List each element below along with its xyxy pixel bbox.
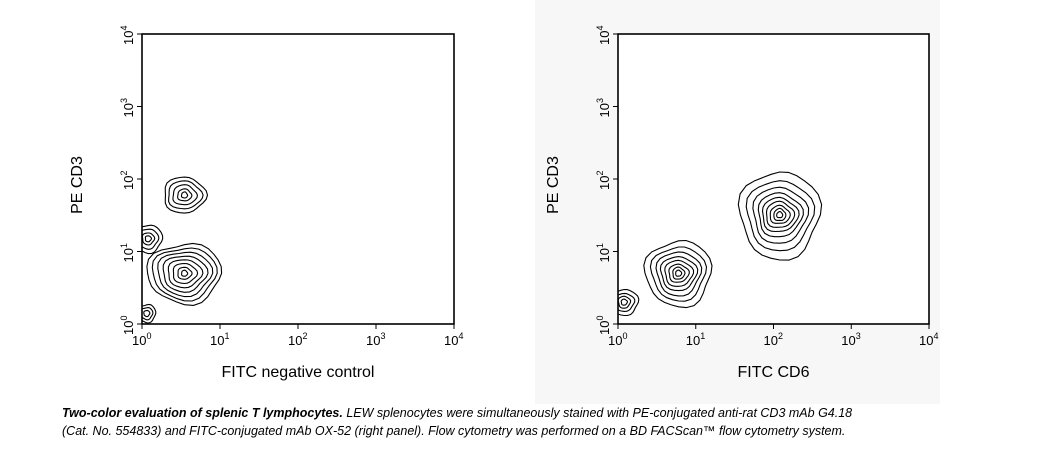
contour-line [142, 228, 160, 250]
caption-bold: Two-color evaluation of splenic T lympho… [62, 406, 343, 420]
contour-line [146, 242, 223, 306]
y-tick-label: 100 [119, 316, 136, 335]
y-tick-label: 100 [595, 316, 612, 335]
x-tick-label: 104 [444, 331, 463, 348]
contour-line [618, 288, 640, 317]
contour-line [769, 204, 791, 224]
x-tick-label: 101 [210, 331, 229, 348]
y-tick-label: 101 [595, 243, 612, 262]
contour-line [773, 207, 787, 221]
contour-line [643, 239, 713, 309]
x-tick-label: 103 [841, 331, 860, 348]
contour-line [177, 266, 193, 280]
contour-line [172, 184, 198, 206]
caption-text: LEW splenocytes were simultaneously stai… [62, 406, 853, 438]
plot-frame-2 [617, 33, 930, 325]
contour-line [620, 298, 628, 306]
y-axis-title: PE CD3 [69, 156, 86, 214]
y-tick-label: 103 [119, 98, 136, 117]
contour-line [144, 235, 153, 243]
y-tick-label: 102 [119, 171, 136, 190]
contour-line [761, 196, 800, 233]
contour-line [143, 309, 151, 318]
x-tick-label: 101 [686, 331, 705, 348]
x-tick-label: 100 [132, 331, 151, 348]
contour-line [181, 269, 189, 277]
contour-line [177, 188, 193, 202]
x-tick-label: 102 [764, 331, 783, 348]
contour-line [745, 180, 816, 252]
contour-line [162, 255, 209, 293]
contour-line [668, 263, 690, 283]
contour-line [675, 269, 683, 277]
x-axis-title: FITC negative control [222, 364, 375, 381]
contour-line [655, 251, 703, 297]
contour-line [672, 266, 686, 280]
contour-line [659, 256, 699, 292]
contour-line [776, 211, 784, 219]
contour-line [151, 247, 218, 302]
contour-line [142, 224, 164, 255]
contour-line [664, 259, 695, 287]
y-tick-label: 104 [595, 26, 612, 45]
contour-line [167, 259, 204, 289]
contour-line [142, 303, 157, 324]
contour-line [168, 180, 204, 210]
x-tick-label: 103 [366, 331, 385, 348]
x-tick-label: 102 [288, 331, 307, 348]
y-tick-label: 104 [119, 26, 136, 45]
contour-line [737, 171, 823, 261]
contour-line [618, 292, 636, 312]
x-tick-label: 100 [608, 331, 627, 348]
plot-frame-1 [141, 33, 455, 325]
contour-line [164, 176, 209, 214]
y-tick-label: 101 [119, 243, 136, 262]
contour-line [142, 307, 154, 321]
contour-line [180, 191, 189, 199]
x-axis-title: FITC CD6 [738, 364, 810, 381]
y-tick-label: 103 [595, 98, 612, 117]
y-tick-label: 102 [595, 171, 612, 190]
contour-line [142, 232, 156, 246]
y-axis-title: PE CD3 [545, 156, 562, 214]
contour-line [752, 186, 810, 244]
figure-caption: Two-color evaluation of splenic T lympho… [62, 404, 882, 440]
contour-line [649, 246, 708, 302]
contour-line [172, 262, 199, 285]
contour-line [757, 192, 804, 238]
contour-line [618, 295, 632, 309]
x-tick-label: 104 [919, 331, 938, 348]
contour-line [157, 251, 214, 298]
contour-line [765, 200, 796, 228]
